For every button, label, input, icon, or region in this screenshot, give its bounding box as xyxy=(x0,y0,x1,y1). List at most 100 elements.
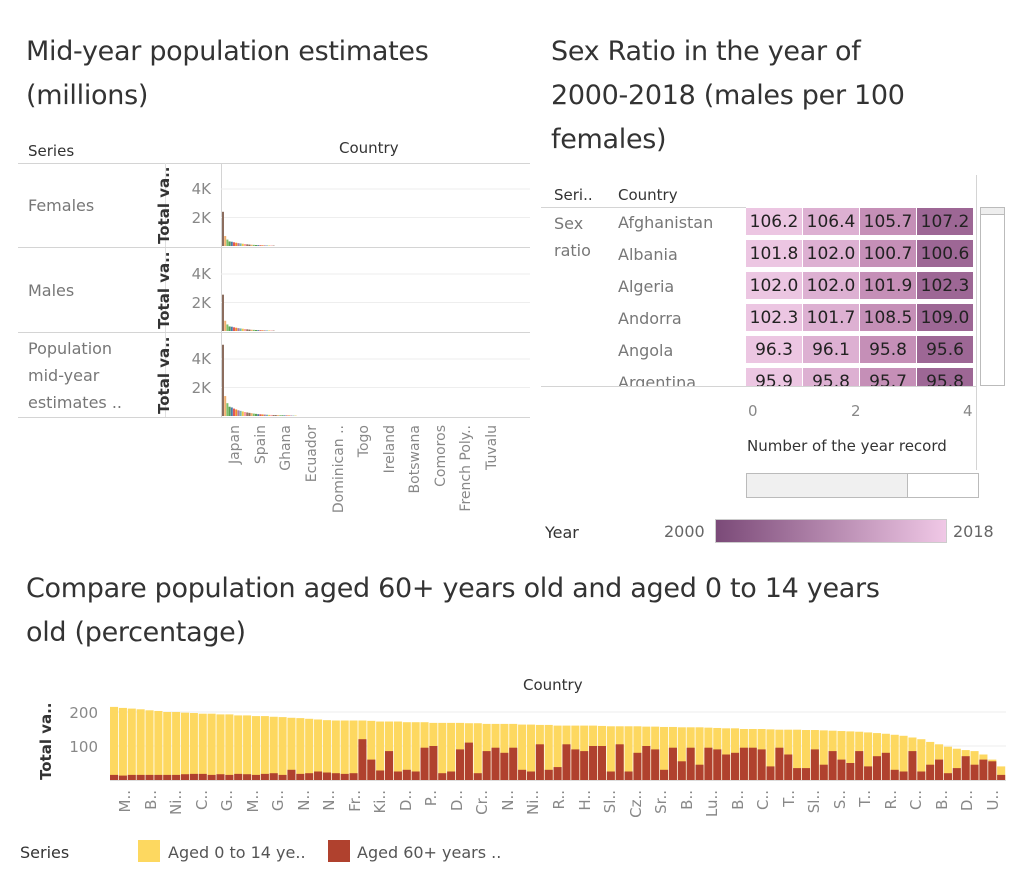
heatmap-cell[interactable]: 95.8 xyxy=(917,368,973,386)
legend-label-aged-0-14[interactable]: Aged 0 to 14 ye.. xyxy=(168,843,306,862)
heatmap-cell[interactable]: 95.9 xyxy=(746,368,802,386)
population-bar xyxy=(226,324,229,331)
heatmap-cell[interactable]: 95.8 xyxy=(803,368,859,386)
horizontal-scrollbar-thumb[interactable] xyxy=(747,474,908,497)
population-bar xyxy=(222,211,224,246)
heatmap-cell[interactable]: 96.1 xyxy=(803,336,859,363)
legend-label-aged-60[interactable]: Aged 60+ years .. xyxy=(357,843,502,862)
bar-aged-0-14 xyxy=(606,726,615,780)
heatmap-cell[interactable]: 101.8 xyxy=(746,240,802,267)
bar-aged-60 xyxy=(367,759,376,780)
population-bar xyxy=(263,414,266,416)
population-bar xyxy=(235,242,238,246)
age-y-tick-200: 200 xyxy=(69,704,98,722)
bar-aged-60 xyxy=(899,771,908,780)
heatmap-cell[interactable]: 102.3 xyxy=(746,304,802,331)
bar-aged-0-14 xyxy=(997,766,1006,780)
heatmap-cell[interactable]: 96.3 xyxy=(746,336,802,363)
population-bar xyxy=(259,330,262,331)
bar-aged-0-14 xyxy=(251,716,261,780)
bar-aged-60 xyxy=(544,769,553,780)
population-y-axis-label: Total va.. xyxy=(155,336,173,415)
bar-aged-60 xyxy=(739,747,748,780)
bar-aged-60 xyxy=(314,771,323,780)
heatmap-cell[interactable]: 100.7 xyxy=(860,240,916,267)
heatmap-cell[interactable]: 102.3 xyxy=(917,272,973,299)
bar-aged-60 xyxy=(118,775,127,780)
vertical-scrollbar[interactable] xyxy=(980,207,1005,386)
population-y-tick: 4K xyxy=(191,180,211,198)
population-bar xyxy=(244,412,246,416)
bar-aged-0-14 xyxy=(952,748,961,780)
bar-aged-0-14 xyxy=(154,710,163,780)
bar-aged-60 xyxy=(216,774,225,780)
heatmap-cell[interactable]: 101.7 xyxy=(803,304,859,331)
heatmap-cell[interactable]: 102.0 xyxy=(746,272,802,299)
age-x-label: T.. xyxy=(779,790,798,807)
heatmap-cell[interactable]: 108.5 xyxy=(860,304,916,331)
age-x-label: Lu.. xyxy=(703,790,722,818)
bar-aged-60 xyxy=(260,773,269,780)
heatmap-cell[interactable]: 95.7 xyxy=(860,368,916,386)
age-x-label: B.. xyxy=(677,790,696,810)
heatmap-cell[interactable]: 101.9 xyxy=(860,272,916,299)
heatmap-cell[interactable]: 106.2 xyxy=(746,208,802,235)
bar-aged-60 xyxy=(606,771,615,780)
bar-aged-60 xyxy=(500,752,509,780)
population-bar xyxy=(230,326,233,331)
bar-aged-0-14 xyxy=(269,716,278,780)
population-bar xyxy=(255,330,257,331)
bar-aged-60 xyxy=(722,754,731,780)
bar-aged-60 xyxy=(145,774,154,780)
bar-aged-60 xyxy=(278,774,287,780)
heatmap-cell[interactable]: 102.0 xyxy=(803,240,859,267)
population-bar xyxy=(235,409,238,416)
heatmap-country-label: Argentina xyxy=(618,373,697,386)
bar-aged-0-14 xyxy=(917,739,926,780)
population-bar xyxy=(268,245,271,246)
heatmap-cell[interactable]: 107.2 xyxy=(917,208,973,235)
population-bar xyxy=(233,327,235,331)
bar-aged-60 xyxy=(926,764,935,780)
heatmap-cell[interactable]: 109.0 xyxy=(917,304,973,331)
population-y-axis-label: Total va.. xyxy=(155,251,173,330)
bar-aged-0-14 xyxy=(287,717,296,780)
population-bar xyxy=(222,294,224,331)
bar-aged-0-14 xyxy=(801,730,811,780)
population-bar xyxy=(241,243,244,246)
bar-aged-60 xyxy=(642,746,651,780)
bar-aged-60 xyxy=(172,774,181,780)
bar-aged-60 xyxy=(402,769,411,780)
bar-aged-0-14 xyxy=(899,735,908,780)
heatmap-cell[interactable]: 105.7 xyxy=(860,208,916,235)
age-y-tick-100: 100 xyxy=(69,738,98,756)
heatmap-cell[interactable]: 95.8 xyxy=(860,336,916,363)
heatmap-cell[interactable]: 106.4 xyxy=(803,208,859,235)
bar-aged-60 xyxy=(482,751,491,780)
age-country-header: Country xyxy=(523,676,583,694)
bar-aged-0-14 xyxy=(349,720,358,780)
bar-aged-60 xyxy=(207,774,216,780)
bar-aged-60 xyxy=(881,752,890,780)
vertical-scrollbar-thumb[interactable] xyxy=(981,208,1004,215)
bar-aged-60 xyxy=(997,774,1006,780)
population-bar xyxy=(230,241,233,246)
bar-aged-60 xyxy=(917,771,926,780)
population-bar xyxy=(250,329,253,331)
heatmap-cell[interactable]: 100.6 xyxy=(917,240,973,267)
bar-aged-60 xyxy=(518,769,527,780)
bar-aged-0-14 xyxy=(180,712,190,780)
population-bar xyxy=(233,242,235,246)
bar-aged-0-14 xyxy=(189,713,198,780)
heatmap-cell[interactable]: 102.0 xyxy=(803,272,859,299)
age-x-label: S.. xyxy=(830,790,849,810)
age-x-label: B.. xyxy=(932,790,951,810)
heatmap-cell[interactable]: 95.6 xyxy=(917,336,973,363)
legend-swatch-aged-60 xyxy=(328,840,350,862)
bar-aged-60 xyxy=(376,770,385,780)
bar-aged-60 xyxy=(801,768,811,780)
population-x-label: French Poly.. xyxy=(458,425,474,512)
bar-aged-0-14 xyxy=(314,719,323,780)
horizontal-scrollbar[interactable] xyxy=(746,473,979,498)
year-legend-gradient xyxy=(715,519,947,543)
